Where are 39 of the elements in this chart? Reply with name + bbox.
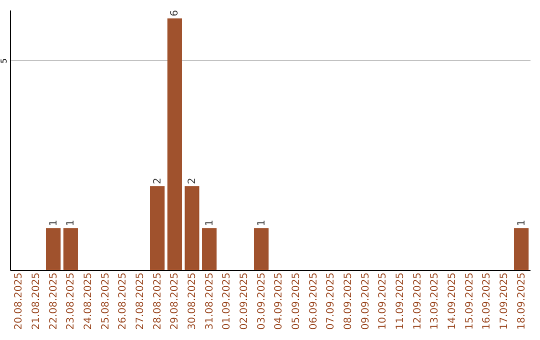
x-tick-label: 07.09.2025 bbox=[326, 272, 337, 330]
x-tick-label: 27.08.2025 bbox=[135, 272, 146, 330]
data-label: 2 bbox=[152, 178, 164, 184]
x-tick-label: 23.08.2025 bbox=[66, 272, 77, 330]
x-tick-label: 09.09.2025 bbox=[360, 272, 372, 330]
x-tick-label: 25.08.2025 bbox=[100, 272, 112, 330]
x-tick-label: 24.08.2025 bbox=[83, 272, 94, 330]
y-tick-label: 5 bbox=[0, 58, 8, 64]
x-tick-label: 22.08.2025 bbox=[48, 272, 60, 330]
data-label: 1 bbox=[516, 220, 528, 226]
x-tick-label: 31.08.2025 bbox=[204, 272, 216, 330]
x-tick-label: 26.08.2025 bbox=[118, 272, 129, 330]
x-tick-label: 12.09.2025 bbox=[412, 272, 424, 330]
x-tick-label: 16.09.2025 bbox=[482, 272, 493, 330]
x-tick-label: 20.08.2025 bbox=[14, 272, 25, 330]
data-label: 1 bbox=[204, 220, 216, 226]
data-label: 6 bbox=[170, 10, 181, 16]
data-label: 1 bbox=[256, 220, 268, 226]
x-tick-label: 10.09.2025 bbox=[378, 272, 389, 330]
x-tick-label: 18.09.2025 bbox=[516, 272, 528, 330]
x-tick-label: 14.09.2025 bbox=[447, 272, 458, 330]
x-tick-label: 13.09.2025 bbox=[430, 272, 441, 330]
x-tick-label: 30.08.2025 bbox=[187, 272, 198, 330]
x-tick-label: 02.09.2025 bbox=[239, 272, 250, 330]
x-tick-label: 29.08.2025 bbox=[170, 272, 181, 330]
data-label: 1 bbox=[66, 220, 77, 226]
x-tick-label: 06.09.2025 bbox=[308, 272, 320, 330]
x-tick-label: 28.08.2025 bbox=[152, 272, 164, 330]
x-tick-label: 17.09.2025 bbox=[499, 272, 510, 330]
x-tick-label: 21.08.2025 bbox=[31, 272, 42, 330]
x-tick-label: 08.09.2025 bbox=[343, 272, 354, 330]
data-label: 2 bbox=[187, 178, 198, 184]
x-tick-label: 15.09.2025 bbox=[464, 272, 476, 330]
data-label: 1 bbox=[48, 220, 60, 226]
x-tick-label: 05.09.2025 bbox=[291, 272, 302, 330]
x-tick-label: 03.09.2025 bbox=[256, 272, 268, 330]
x-tick-label: 04.09.2025 bbox=[274, 272, 285, 330]
x-tick-label: 11.09.2025 bbox=[395, 272, 406, 330]
x-tick-label: 01.09.2025 bbox=[222, 272, 233, 330]
